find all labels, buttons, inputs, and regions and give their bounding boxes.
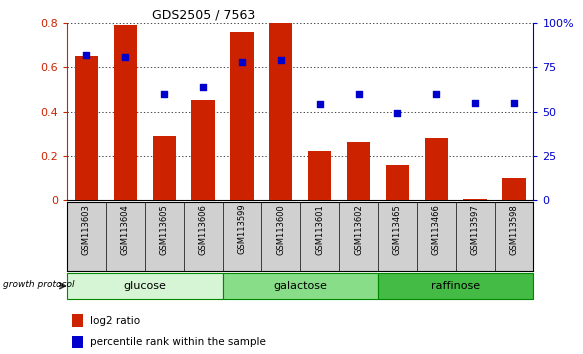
- Bar: [72, 314, 83, 327]
- Text: GSM113604: GSM113604: [121, 204, 130, 255]
- Bar: [386, 165, 409, 200]
- Text: GSM113466: GSM113466: [432, 204, 441, 255]
- Text: galactose: galactose: [273, 281, 327, 291]
- Point: [470, 100, 480, 105]
- Text: GSM113601: GSM113601: [315, 204, 324, 255]
- Bar: [424, 138, 448, 200]
- Point: [315, 102, 324, 107]
- Text: log2 ratio: log2 ratio: [90, 316, 141, 326]
- Bar: [223, 273, 378, 299]
- Bar: [72, 336, 83, 348]
- Point: [510, 100, 519, 105]
- Point: [393, 110, 402, 116]
- Bar: [269, 23, 293, 200]
- Point: [198, 84, 208, 90]
- Point: [276, 57, 286, 63]
- Point: [121, 54, 130, 59]
- Point: [431, 91, 441, 97]
- Text: GSM113465: GSM113465: [393, 204, 402, 255]
- Bar: [230, 32, 254, 200]
- Text: GSM113602: GSM113602: [354, 204, 363, 255]
- Bar: [67, 273, 223, 299]
- Text: growth protocol: growth protocol: [3, 280, 75, 290]
- Bar: [191, 101, 215, 200]
- Text: percentile rank within the sample: percentile rank within the sample: [90, 337, 266, 347]
- Bar: [75, 56, 98, 200]
- Bar: [463, 199, 487, 200]
- Text: raffinose: raffinose: [431, 281, 480, 291]
- Text: GSM113599: GSM113599: [237, 204, 247, 255]
- Text: glucose: glucose: [124, 281, 166, 291]
- Text: GSM113605: GSM113605: [160, 204, 168, 255]
- Point: [160, 91, 169, 97]
- Text: GSM113598: GSM113598: [510, 204, 518, 255]
- Text: GSM113606: GSM113606: [199, 204, 208, 255]
- Point: [237, 59, 247, 65]
- Point: [82, 52, 91, 58]
- Bar: [114, 25, 137, 200]
- Bar: [347, 142, 370, 200]
- Text: GSM113600: GSM113600: [276, 204, 285, 255]
- Bar: [153, 136, 176, 200]
- Bar: [308, 152, 331, 200]
- Text: GSM113597: GSM113597: [470, 204, 480, 255]
- Bar: [378, 273, 533, 299]
- Point: [354, 91, 363, 97]
- Bar: [503, 178, 526, 200]
- Text: GDS2505 / 7563: GDS2505 / 7563: [152, 9, 256, 22]
- Text: GSM113603: GSM113603: [82, 204, 91, 255]
